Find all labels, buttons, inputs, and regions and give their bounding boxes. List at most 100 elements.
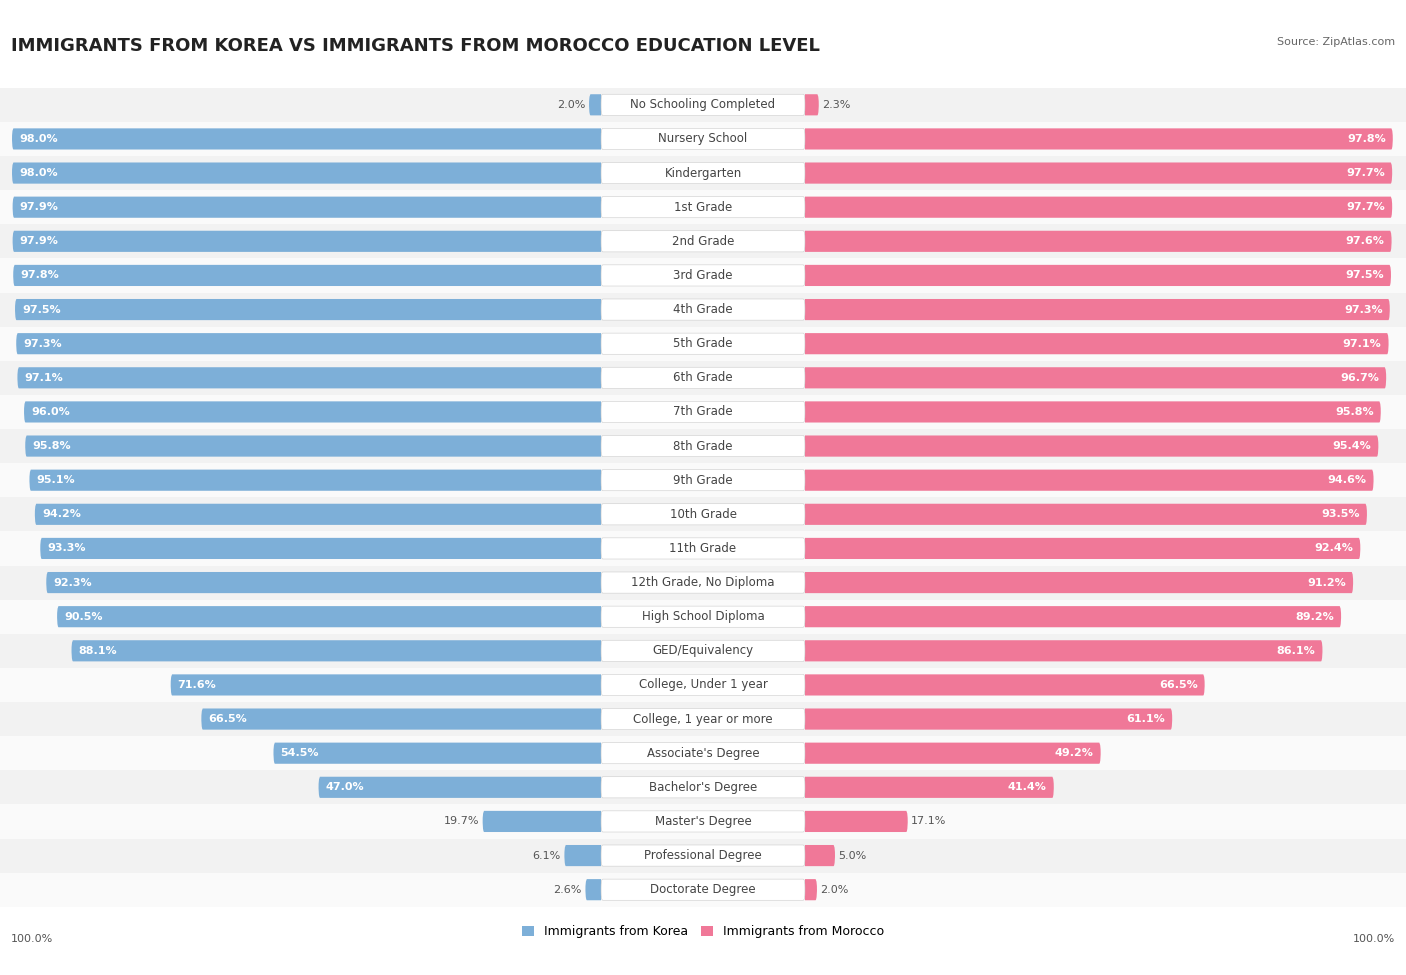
Text: 97.6%: 97.6%	[1346, 236, 1385, 247]
PathPatch shape	[804, 163, 1392, 183]
Text: 2.3%: 2.3%	[823, 99, 851, 110]
PathPatch shape	[13, 265, 602, 286]
PathPatch shape	[274, 743, 602, 763]
Bar	[0, 668, 1406, 702]
PathPatch shape	[804, 402, 1381, 422]
FancyBboxPatch shape	[602, 709, 804, 729]
Text: 8th Grade: 8th Grade	[673, 440, 733, 452]
PathPatch shape	[804, 470, 1374, 490]
PathPatch shape	[13, 163, 602, 183]
FancyBboxPatch shape	[602, 197, 804, 217]
Text: IMMIGRANTS FROM KOREA VS IMMIGRANTS FROM MOROCCO EDUCATION LEVEL: IMMIGRANTS FROM KOREA VS IMMIGRANTS FROM…	[11, 37, 820, 55]
PathPatch shape	[804, 436, 1378, 456]
Bar	[0, 736, 1406, 770]
Text: 97.9%: 97.9%	[20, 236, 59, 247]
FancyBboxPatch shape	[602, 368, 804, 388]
FancyBboxPatch shape	[602, 777, 804, 798]
PathPatch shape	[804, 777, 1053, 798]
PathPatch shape	[15, 299, 602, 320]
Bar	[0, 361, 1406, 395]
Text: 66.5%: 66.5%	[208, 714, 247, 724]
Text: 4th Grade: 4th Grade	[673, 303, 733, 316]
Bar	[0, 600, 1406, 634]
PathPatch shape	[804, 641, 1323, 661]
Text: College, Under 1 year: College, Under 1 year	[638, 679, 768, 691]
Text: 5.0%: 5.0%	[838, 850, 866, 861]
Text: Kindergarten: Kindergarten	[665, 167, 741, 179]
FancyBboxPatch shape	[602, 299, 804, 320]
Bar	[0, 531, 1406, 565]
Text: 97.1%: 97.1%	[1343, 338, 1382, 349]
FancyBboxPatch shape	[602, 163, 804, 183]
Text: 94.6%: 94.6%	[1327, 475, 1367, 486]
Text: 98.0%: 98.0%	[20, 168, 58, 178]
PathPatch shape	[13, 129, 602, 149]
PathPatch shape	[804, 129, 1393, 149]
Text: 95.1%: 95.1%	[37, 475, 75, 486]
Text: 71.6%: 71.6%	[177, 680, 217, 690]
Text: 41.4%: 41.4%	[1008, 782, 1046, 793]
FancyBboxPatch shape	[602, 265, 804, 286]
Text: 17.1%: 17.1%	[911, 816, 946, 827]
Bar	[0, 429, 1406, 463]
Bar	[0, 395, 1406, 429]
PathPatch shape	[170, 675, 602, 695]
FancyBboxPatch shape	[602, 743, 804, 763]
Bar	[0, 634, 1406, 668]
Text: 49.2%: 49.2%	[1054, 748, 1094, 759]
Text: 92.3%: 92.3%	[53, 577, 91, 588]
Text: 2.0%: 2.0%	[821, 884, 849, 895]
Text: 95.8%: 95.8%	[32, 441, 70, 451]
Text: 47.0%: 47.0%	[326, 782, 364, 793]
PathPatch shape	[804, 743, 1101, 763]
FancyBboxPatch shape	[602, 879, 804, 900]
Text: 98.0%: 98.0%	[20, 134, 58, 144]
PathPatch shape	[25, 436, 602, 456]
PathPatch shape	[41, 538, 602, 559]
Bar	[0, 702, 1406, 736]
Text: 88.1%: 88.1%	[79, 645, 117, 656]
PathPatch shape	[13, 231, 602, 252]
Text: 12th Grade, No Diploma: 12th Grade, No Diploma	[631, 576, 775, 589]
Bar	[0, 804, 1406, 838]
Text: 3rd Grade: 3rd Grade	[673, 269, 733, 282]
PathPatch shape	[17, 368, 602, 388]
Bar	[0, 156, 1406, 190]
Text: 10th Grade: 10th Grade	[669, 508, 737, 521]
Bar	[0, 463, 1406, 497]
Text: 93.5%: 93.5%	[1322, 509, 1360, 520]
Text: 97.3%: 97.3%	[1344, 304, 1382, 315]
Text: 66.5%: 66.5%	[1159, 680, 1198, 690]
FancyBboxPatch shape	[602, 504, 804, 525]
Text: 2nd Grade: 2nd Grade	[672, 235, 734, 248]
Text: 5th Grade: 5th Grade	[673, 337, 733, 350]
Bar	[0, 497, 1406, 531]
Text: 94.2%: 94.2%	[42, 509, 80, 520]
Legend: Immigrants from Korea, Immigrants from Morocco: Immigrants from Korea, Immigrants from M…	[516, 920, 890, 943]
PathPatch shape	[804, 231, 1392, 252]
PathPatch shape	[804, 811, 908, 832]
PathPatch shape	[804, 265, 1391, 286]
PathPatch shape	[13, 197, 602, 217]
FancyBboxPatch shape	[602, 572, 804, 593]
FancyBboxPatch shape	[602, 675, 804, 695]
FancyBboxPatch shape	[602, 470, 804, 490]
PathPatch shape	[58, 606, 602, 627]
Bar	[0, 327, 1406, 361]
Text: No Schooling Completed: No Schooling Completed	[630, 98, 776, 111]
Text: 11th Grade: 11th Grade	[669, 542, 737, 555]
Text: Bachelor's Degree: Bachelor's Degree	[650, 781, 756, 794]
Text: Doctorate Degree: Doctorate Degree	[650, 883, 756, 896]
Text: 91.2%: 91.2%	[1308, 577, 1346, 588]
PathPatch shape	[804, 675, 1205, 695]
PathPatch shape	[804, 333, 1389, 354]
Text: 89.2%: 89.2%	[1295, 611, 1334, 622]
FancyBboxPatch shape	[602, 538, 804, 559]
PathPatch shape	[201, 709, 602, 729]
Bar	[0, 873, 1406, 907]
Text: 9th Grade: 9th Grade	[673, 474, 733, 487]
FancyBboxPatch shape	[602, 95, 804, 115]
Text: 96.7%: 96.7%	[1340, 372, 1379, 383]
PathPatch shape	[46, 572, 602, 593]
Text: 100.0%: 100.0%	[1353, 934, 1395, 944]
